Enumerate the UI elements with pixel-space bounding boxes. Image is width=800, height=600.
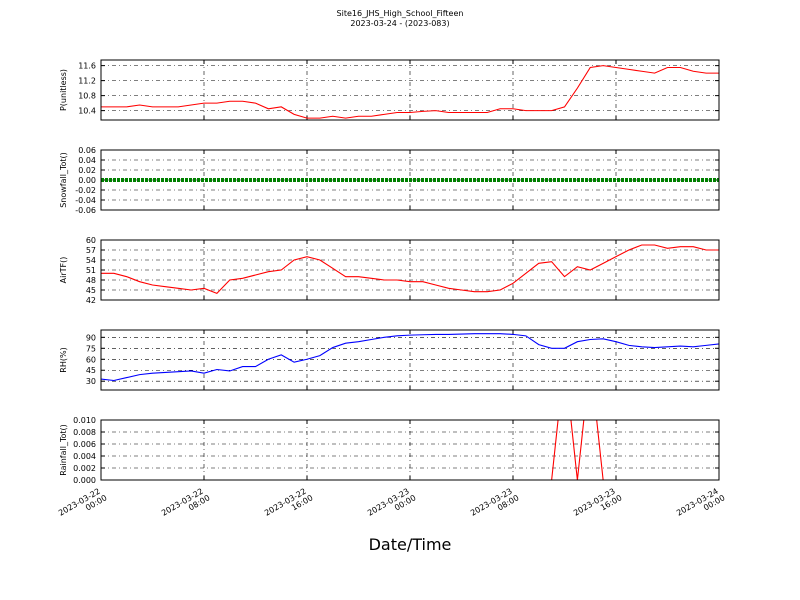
y-tick-label: 45	[86, 286, 96, 295]
y-tick-label: 0.008	[73, 428, 96, 437]
y-tick-label: -0.02	[75, 186, 96, 195]
y-tick-label: 0.06	[78, 146, 96, 155]
y-tick-label: 54	[86, 256, 96, 265]
y-axis-label: P(unitless)	[59, 69, 68, 111]
axes-frame	[100, 149, 720, 211]
y-tick-label: 48	[86, 276, 96, 285]
y-tick-label: -0.04	[75, 196, 96, 205]
y-tick-label: 45	[86, 366, 96, 375]
y-tick-label: 11.2	[78, 77, 96, 86]
y-tick-label: 0.04	[78, 156, 96, 165]
y-tick-label: 10.4	[78, 107, 96, 116]
y-tick-label: 75	[86, 344, 96, 353]
y-axis-label: Snowfall_Tot()	[59, 152, 68, 208]
y-tick-label: 0.000	[73, 476, 96, 485]
chart-title: Site16_JHS_High_School_Fifteen	[337, 9, 464, 18]
y-tick-label: 51	[86, 266, 96, 275]
y-tick-label: 0.02	[78, 166, 96, 175]
axes-frame	[100, 419, 720, 481]
y-tick-label: 10.8	[78, 92, 96, 101]
y-tick-label: 42	[86, 296, 96, 305]
axes-frame	[100, 59, 720, 121]
y-tick-label: 60	[86, 236, 96, 245]
chart-subtitle: 2023-03-24 - (2023-083)	[350, 19, 449, 28]
y-tick-label: -0.06	[75, 206, 96, 215]
y-tick-label: 30	[86, 377, 96, 386]
axes-frame	[100, 329, 720, 391]
y-tick-label: 90	[86, 333, 96, 342]
y-axis-label: Rainfall_Tot()	[59, 424, 68, 476]
y-tick-label: 0.006	[73, 440, 96, 449]
y-tick-label: 11.6	[78, 62, 96, 71]
y-tick-label: 60	[86, 355, 96, 364]
data-line	[101, 65, 719, 119]
x-axis-label: Date/Time	[369, 535, 452, 554]
data-line	[101, 333, 719, 382]
y-tick-label: 0.004	[73, 452, 96, 461]
axes-frame	[100, 239, 720, 301]
y-axis-label: RH(%)	[59, 347, 68, 372]
y-tick-label: 0.00	[78, 176, 96, 185]
y-axis-label: AirTF()	[59, 257, 68, 284]
y-tick-label: 0.002	[73, 464, 96, 473]
data-line	[101, 244, 719, 294]
y-tick-label: 57	[86, 246, 96, 255]
y-tick-label: 0.010	[73, 416, 96, 425]
